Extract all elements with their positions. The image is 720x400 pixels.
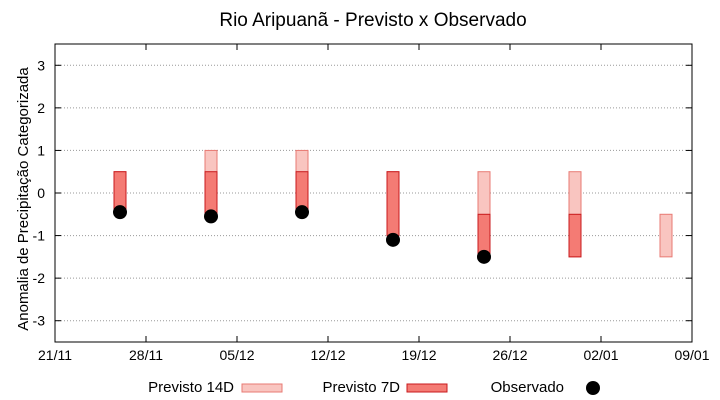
observed-point xyxy=(113,205,127,220)
chart-title: Rio Aripuanã - Previsto x Observado xyxy=(219,10,526,31)
y-tick-label: 0 xyxy=(37,185,45,201)
plot-frame xyxy=(54,43,693,343)
legend-label-forecast14: Previsto 14D xyxy=(148,379,234,396)
legend-label-observed: Observado xyxy=(491,379,564,396)
forecast7-bar xyxy=(386,171,400,237)
legend-swatch-forecast14 xyxy=(241,383,283,393)
axis-ticks: -3 -2 -1 0 1 2 3 21/11 28/11 05/12 12/12 19/12 26/12… xyxy=(33,44,710,363)
forecast14-bar xyxy=(659,213,673,258)
x-tick-label: 26/12 xyxy=(492,347,527,363)
forecast7-bar xyxy=(568,213,582,258)
legend-marker-observed xyxy=(586,381,600,395)
x-tick-label: 05/12 xyxy=(219,347,254,363)
y-tick-label: 1 xyxy=(37,142,45,158)
forecast7-bar xyxy=(204,171,218,215)
x-tick-label: 19/12 xyxy=(401,347,436,363)
y-tick-label: 3 xyxy=(37,57,45,73)
legend: Previsto 14D Previsto 7D Observado xyxy=(148,379,600,396)
observed-point xyxy=(477,249,491,264)
y-tick-label: -2 xyxy=(33,270,46,286)
grid-lines xyxy=(55,64,692,322)
y-tick-label: 2 xyxy=(37,100,45,116)
observed-point xyxy=(295,205,309,220)
x-tick-label: 12/12 xyxy=(310,347,345,363)
x-tick-label: 09/01 xyxy=(674,347,709,363)
observed-point xyxy=(204,209,218,224)
observed-points xyxy=(113,205,491,264)
legend-swatch-forecast7 xyxy=(406,383,448,393)
x-tick-label: 02/01 xyxy=(583,347,618,363)
x-tick-label: 21/11 xyxy=(38,347,72,363)
y-axis-label: Anomalia de Precipitação Categorizada xyxy=(15,67,32,331)
y-tick-label: -1 xyxy=(33,228,46,244)
y-tick-label: -3 xyxy=(33,313,46,329)
legend-label-forecast7: Previsto 7D xyxy=(322,379,400,396)
observed-point xyxy=(386,232,400,247)
x-tick-label: 28/11 xyxy=(129,347,163,363)
